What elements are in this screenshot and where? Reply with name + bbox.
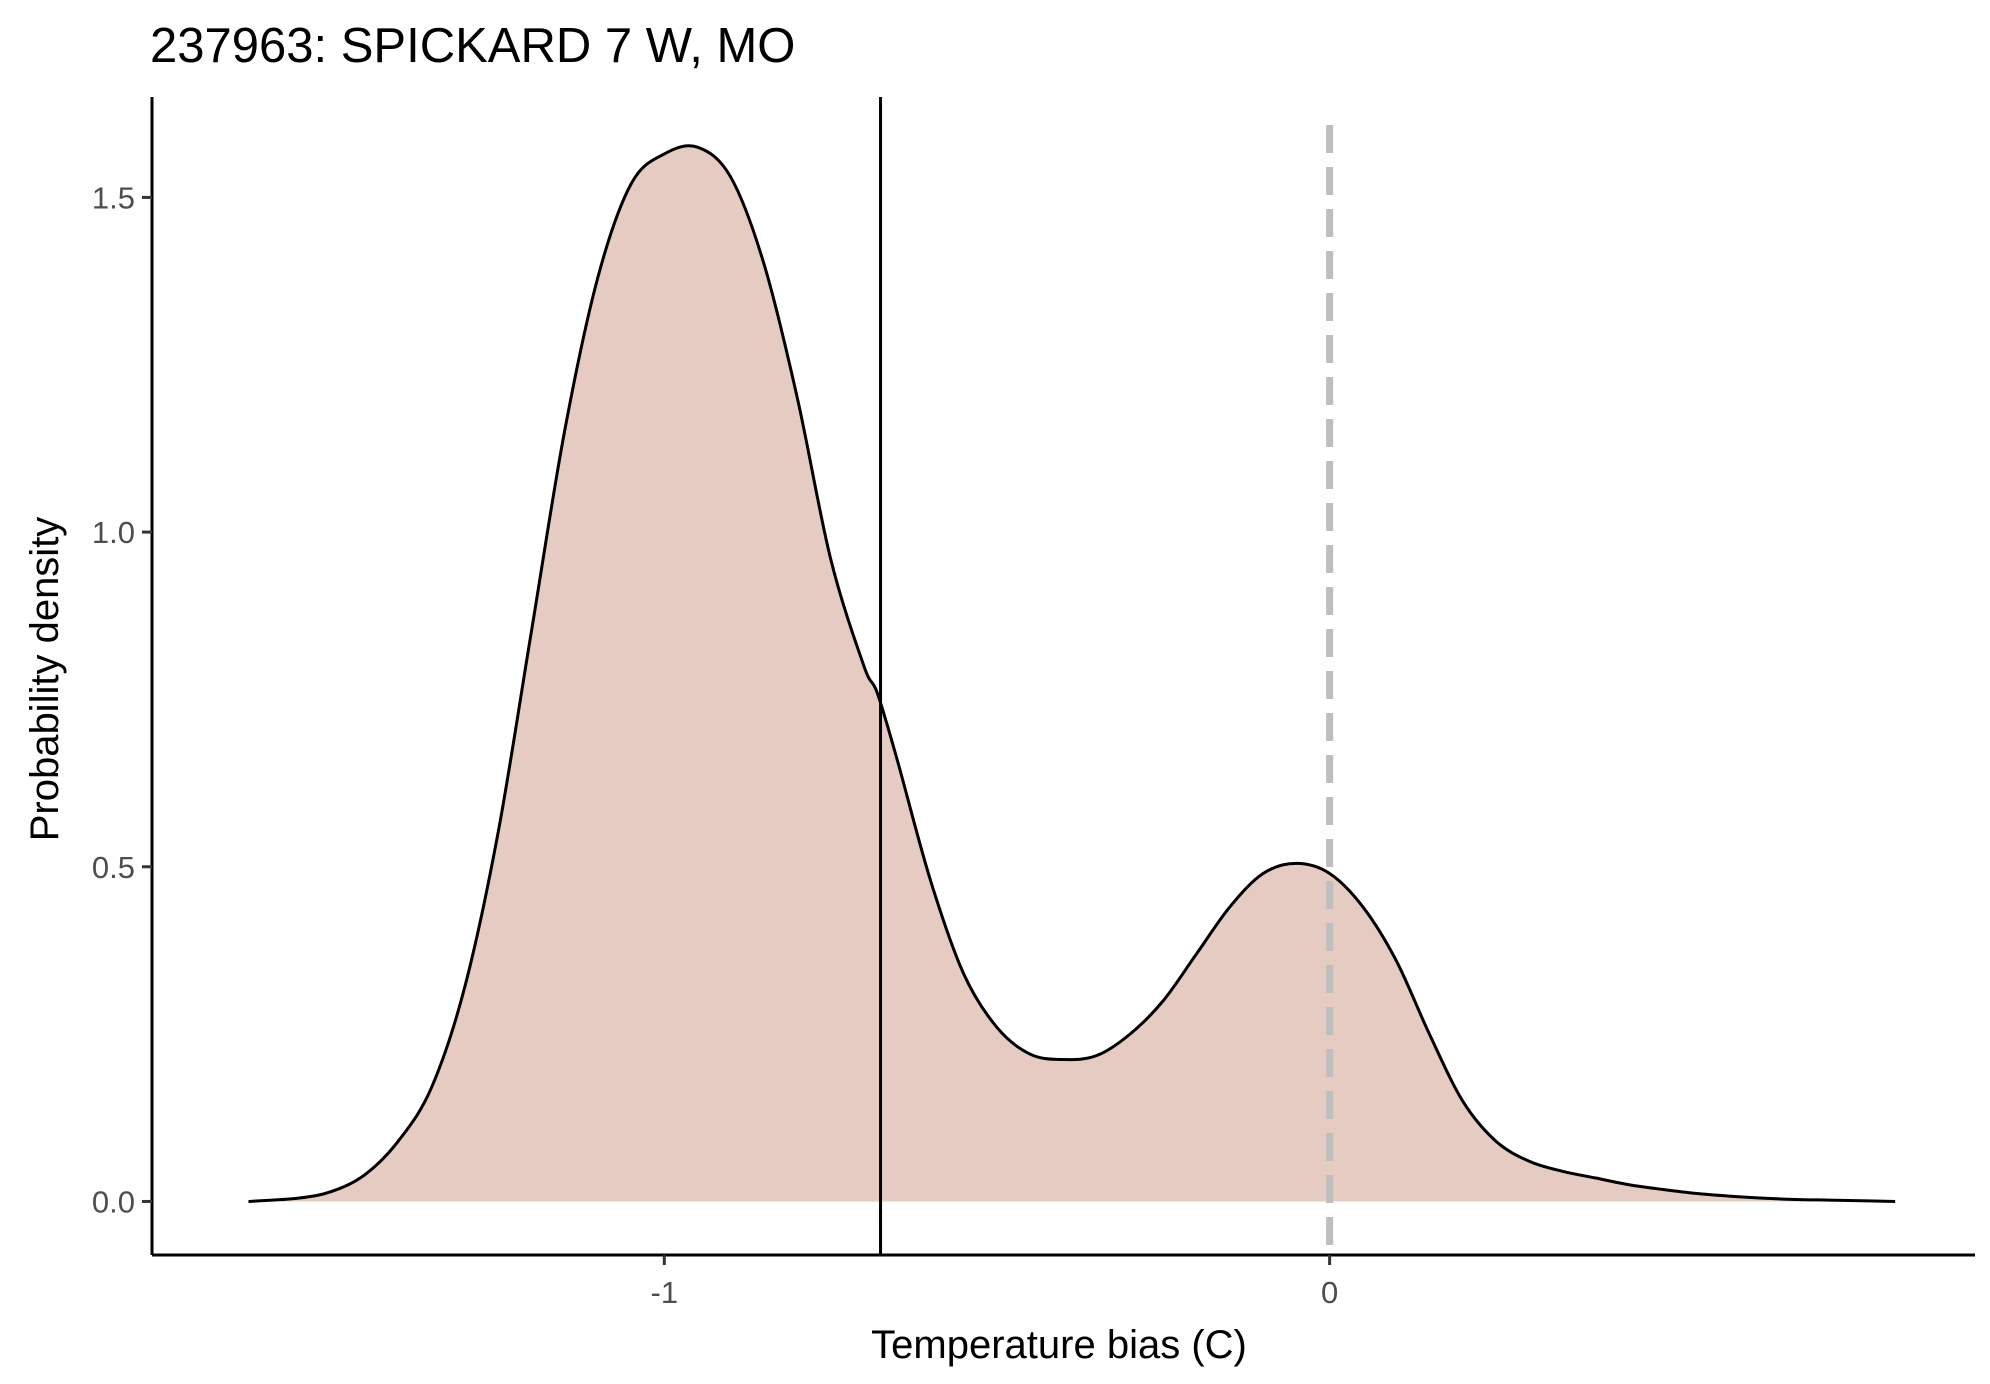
axes: 0.0 0.5 1.0 1.5 -1 0 (92, 97, 1975, 1310)
plot-area (248, 97, 1896, 1255)
y-axis-title: Probability density (23, 517, 67, 842)
density-curve-line (248, 144, 1896, 1203)
y-tick-label: 1.0 (92, 515, 135, 550)
y-axis-ticks: 0.0 0.5 1.0 1.5 (92, 180, 152, 1219)
y-tick-label: 0.0 (92, 1184, 135, 1219)
x-tick-label: 0 (1321, 1275, 1338, 1310)
x-axis-title: Temperature bias (C) (871, 1323, 1247, 1367)
y-tick-label: 0.5 (92, 850, 135, 885)
x-tick-label: -1 (651, 1275, 679, 1310)
y-tick-label: 1.5 (92, 180, 135, 215)
x-axis-ticks: -1 0 (651, 1255, 1338, 1310)
chart-title: 237963: SPICKARD 7 W, MO (150, 19, 795, 73)
density-area (248, 145, 1896, 1202)
